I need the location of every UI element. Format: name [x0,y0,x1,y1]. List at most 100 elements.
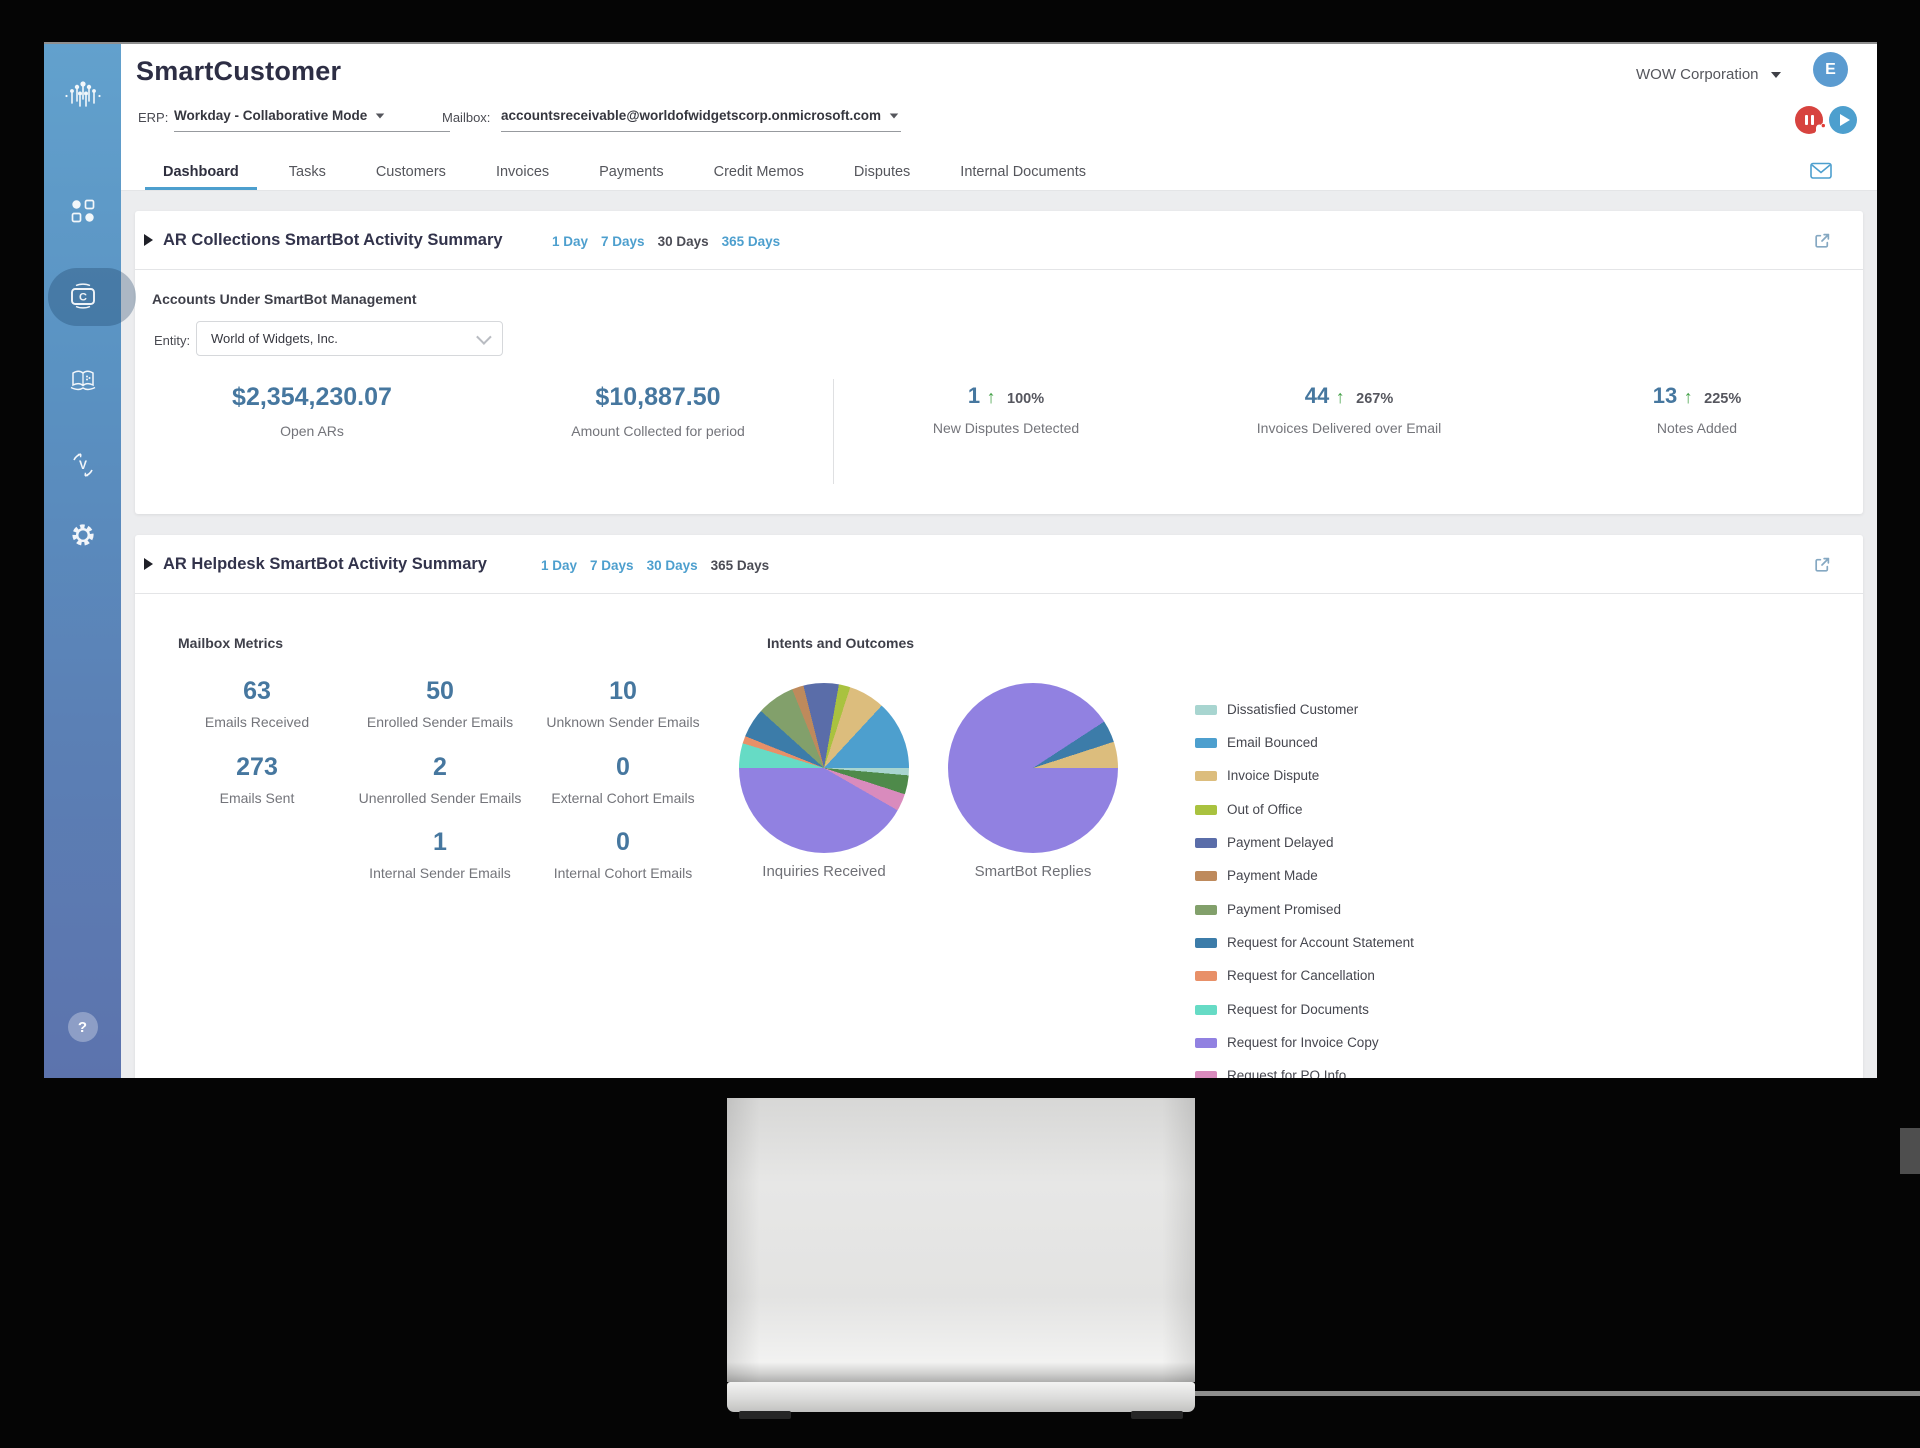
tab-internal-documents[interactable]: Internal Documents [960,163,1087,180]
amount-collected-label: Amount Collected for period [571,423,745,439]
legend-swatch [1195,1037,1217,1048]
v-badge-label: V [78,458,86,472]
up-arrow-icon: ↑ [1335,387,1345,407]
internal-cohort-value: 0 [616,828,630,856]
legend-swatch [1195,1004,1217,1015]
mailbox-underline [501,131,901,132]
notes-added-value: 13 [1652,383,1678,408]
legend-label: Email Bounced [1227,735,1318,750]
unenrolled-sender-label: Unenrolled Sender Emails [358,790,522,806]
unknown-sender-label: Unknown Sender Emails [546,714,700,730]
new-disputes-delta: 100% [1007,391,1045,407]
legend-label: Invoice Dispute [1227,768,1320,783]
knowledge-base-nav-icon[interactable] [69,368,97,392]
legend-swatch [1195,870,1217,881]
chevron-down-icon [476,329,492,345]
dashboard-nav-icon[interactable] [71,199,95,223]
internal-sender-label: Internal Sender Emails [369,865,511,881]
internal-cohort-stat: 0 Internal Cohort Emails [554,828,693,881]
settings-gear-icon[interactable] [69,521,97,549]
legend-label: Out of Office [1227,802,1303,817]
mail-icon[interactable] [1810,162,1832,180]
tab-dashboard[interactable]: Dashboard [145,153,257,190]
export-icon[interactable] [1813,232,1831,250]
intents-outcomes-title: Intents and Outcomes [767,635,915,651]
collapse-toggle-icon[interactable] [144,234,153,246]
legend-label: Payment Promised [1227,902,1342,917]
invoices-delivered-label: Invoices Delivered over Email [1256,420,1442,436]
open-ars-metric: $2,354,230.07 Open ARs [232,383,392,439]
unknown-sender-value: 10 [609,677,637,705]
mailbox-select[interactable]: accountsreceivable@worldofwidgetscorp.on… [501,108,899,123]
tab-payments[interactable]: Payments [599,163,664,180]
desk-edge [1195,1391,1920,1396]
entity-value: World of Widgets, Inc. [211,331,338,346]
unenrolled-sender-value: 2 [433,753,447,781]
bell-icon [1815,123,1826,136]
legend-swatch [1195,904,1217,915]
legend-swatch [1195,737,1217,748]
tab-disputes[interactable]: Disputes [853,163,911,180]
tab-invoices[interactable]: Invoices [495,163,550,180]
monitor-foot [739,1411,791,1419]
open-ars-label: Open ARs [280,423,344,439]
erp-select[interactable]: Workday - Collaborative Mode [174,108,385,123]
entity-select[interactable]: World of Widgets, Inc. [196,321,503,356]
filter-7-days[interactable]: 7 Days [601,234,645,249]
invoices-delivered-delta: 267% [1356,391,1394,407]
pause-smartbot-button[interactable] [1795,106,1826,136]
tab-credit-memos[interactable]: Credit Memos [713,163,804,180]
smartcustomer-nav-icon[interactable]: C [69,282,97,310]
filter-1-day[interactable]: 1 Day [552,234,589,249]
tab-customers[interactable]: Customers [375,163,446,180]
legend-label: Request for Account Statement [1227,935,1414,950]
monitor-foot [1131,1411,1183,1419]
collapse-toggle-icon[interactable] [144,558,153,570]
filter-7-days[interactable]: 7 Days [590,558,634,573]
help-icon[interactable]: ? [67,1012,98,1042]
legend-label: Dissatisfied Customer [1227,702,1359,717]
emails-received-label: Emails Received [204,714,310,730]
run-smartbot-button[interactable] [1829,106,1857,134]
unknown-sender-stat: 10 Unknown Sender Emails [546,677,699,730]
helpdesk-card-header: AR Helpdesk SmartBot Activity Summary 1 … [135,535,1863,594]
legend-swatch [1195,770,1217,781]
internal-sender-value: 1 [433,828,447,856]
notes-added-metric: 13 ↑ 225% Notes Added [1653,383,1741,436]
emails-received-value: 63 [243,677,271,705]
inquiries-received-pie-chart [739,683,909,853]
internal-cohort-label: Internal Cohort Emails [553,865,693,881]
filter-365-days[interactable]: 365 Days [710,558,770,573]
chevron-down-icon [889,112,899,119]
active-nav-highlight [48,268,136,326]
erp-label: ERP: [138,110,169,125]
c-badge-label: C [79,292,87,304]
unenrolled-sender-stat: 2 Unenrolled Sender Emails [359,753,522,806]
mailbox-label: Mailbox: [442,110,491,125]
legend-swatch [1195,704,1217,715]
monitor-stand [727,1098,1195,1382]
legend-label: Request for PO Info [1227,1068,1347,1078]
pause-icon [1804,115,1814,125]
legend-swatch [1195,970,1217,981]
page-title: SmartCustomer [136,56,342,86]
erp-underline [174,131,450,132]
tab-tasks[interactable]: Tasks [288,163,326,180]
legend-label: Payment Made [1227,868,1318,883]
mailbox-value: accountsreceivable@worldofwidgetscorp.on… [501,108,881,123]
filter-30-days[interactable]: 30 Days [657,234,709,249]
internal-sender-stat: 1 Internal Sender Emails [369,828,511,881]
filter-30-days[interactable]: 30 Days [646,558,698,573]
filter-365-days[interactable]: 365 Days [721,234,781,249]
legend-item: Invoice Dispute [1195,768,1319,783]
version-nav-icon[interactable]: V [69,451,97,479]
invoices-delivered-value: 44 [1304,383,1330,408]
emails-sent-stat: 273 Emails Sent [220,753,295,806]
amount-collected-metric: $10,887.50 Amount Collected for period [571,383,745,439]
erp-value: Workday - Collaborative Mode [174,108,368,123]
helpdesk-summary-card: AR Helpdesk SmartBot Activity Summary 1 … [135,535,1863,1078]
avatar[interactable]: E [1813,52,1848,87]
export-icon[interactable] [1813,556,1831,574]
filter-1-day[interactable]: 1 Day [541,558,578,573]
org-dropdown[interactable]: WOW Corporation [1636,66,1781,83]
